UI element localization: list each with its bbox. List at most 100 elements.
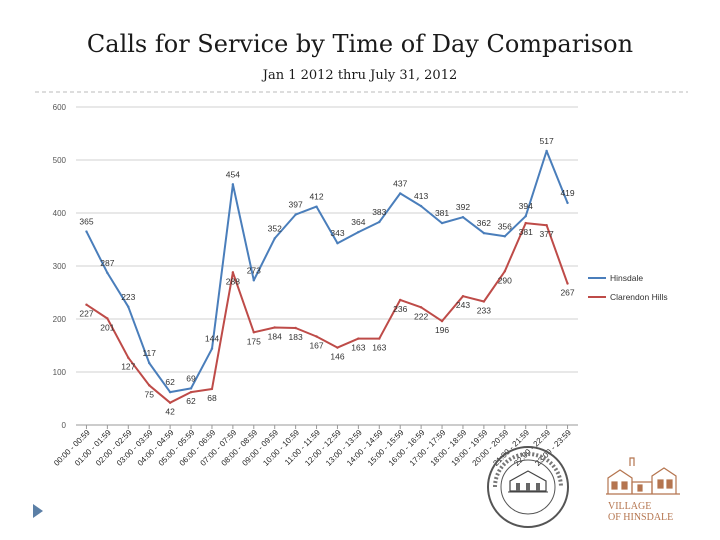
data-label: 394 — [519, 201, 533, 211]
y-tick-label: 600 — [53, 103, 67, 112]
data-label: 175 — [247, 336, 261, 346]
data-point — [378, 337, 381, 340]
data-label: 356 — [498, 221, 512, 231]
data-label: 290 — [498, 275, 512, 285]
data-point — [210, 387, 214, 391]
data-point — [252, 279, 255, 282]
data-point — [168, 390, 172, 394]
data-label: 392 — [456, 202, 470, 212]
data-point — [231, 271, 235, 274]
data-label: 223 — [121, 292, 135, 302]
data-point — [189, 390, 193, 394]
data-label: 352 — [268, 223, 282, 233]
data-point — [189, 387, 193, 390]
data-point — [336, 242, 339, 245]
data-label: 267 — [560, 287, 574, 297]
data-label: 62 — [165, 377, 175, 387]
legend-label: Clarendon Hills — [610, 292, 668, 302]
data-label: 381 — [435, 208, 449, 218]
data-label: 233 — [477, 306, 491, 316]
data-label: 75 — [144, 389, 154, 399]
data-point — [440, 221, 444, 225]
data-point — [294, 213, 297, 216]
y-tick-label: 400 — [53, 209, 67, 218]
data-labels: 365 287 223 117 62 69 144 454 273 352 397 412 343 364… — [79, 136, 575, 417]
data-point — [399, 298, 402, 302]
data-label: 68 — [207, 393, 217, 403]
clarendon-hills-seal — [487, 446, 569, 528]
hinsdale-logo-line-1: VILLAGE — [608, 501, 651, 512]
y-tick-label: 0 — [62, 421, 67, 430]
data-point — [148, 361, 151, 365]
y-tick-label: 300 — [53, 262, 67, 271]
data-label: 117 — [142, 348, 156, 358]
data-label: 377 — [540, 229, 554, 239]
data-point — [106, 271, 109, 275]
series-line-clarendon-hills — [85, 222, 569, 404]
data-label: 144 — [205, 334, 219, 344]
data-label: 62 — [186, 396, 196, 406]
data-point — [419, 204, 423, 208]
data-point — [315, 205, 318, 208]
data-point — [357, 337, 360, 340]
data-point — [357, 230, 360, 234]
data-point — [482, 300, 486, 303]
data-label: 184 — [268, 331, 282, 341]
data-label: 167 — [309, 340, 323, 350]
slide-bullet-icon — [33, 504, 43, 518]
data-label: 287 — [100, 258, 114, 268]
data-point — [461, 295, 465, 298]
data-label: 419 — [560, 188, 574, 198]
chart-grid — [76, 106, 578, 426]
data-label: 42 — [165, 407, 175, 417]
data-point — [503, 235, 506, 238]
data-point — [231, 183, 235, 186]
slide-subtitle: Jan 1 2012 thru July 31, 2012 — [262, 68, 458, 83]
data-point — [503, 270, 506, 273]
hinsdale-building-logo — [606, 457, 680, 495]
data-label: 365 — [79, 217, 93, 227]
data-label: 201 — [100, 322, 114, 332]
data-point — [461, 216, 465, 219]
data-point — [482, 231, 486, 235]
data-label: 273 — [247, 265, 261, 275]
data-point — [545, 149, 548, 153]
data-point — [210, 347, 214, 350]
chart-legend: Hinsdale Clarendon Hills — [588, 273, 668, 302]
data-point — [336, 346, 339, 349]
data-label: 196 — [435, 325, 449, 335]
data-point — [399, 192, 402, 195]
y-tick-label: 100 — [53, 368, 67, 377]
data-point — [378, 220, 381, 224]
data-label: 364 — [351, 217, 365, 227]
data-point — [273, 326, 276, 329]
y-axis: 0 100 200 300 400 500 600 — [53, 103, 67, 430]
data-point — [127, 305, 130, 309]
data-point — [252, 331, 255, 334]
chart-series — [85, 149, 569, 404]
data-point — [273, 237, 276, 240]
data-label: 381 — [519, 227, 533, 237]
data-point — [315, 335, 318, 338]
data-point — [524, 221, 527, 225]
data-label: 236 — [393, 304, 407, 314]
data-label: 437 — [393, 178, 407, 188]
series-line-hinsdale — [85, 150, 569, 394]
data-label: 343 — [330, 228, 344, 238]
hinsdale-logo-text: VILLAGE OF HINSDALE — [608, 501, 673, 523]
data-label: 454 — [226, 169, 240, 179]
data-label: 517 — [540, 136, 554, 146]
data-point — [85, 230, 88, 233]
data-label: 163 — [372, 343, 386, 353]
hinsdale-logo-line-2: OF HINSDALE — [608, 512, 673, 523]
y-tick-label: 500 — [53, 156, 67, 165]
data-label: 127 — [121, 362, 135, 372]
data-point — [440, 319, 444, 323]
data-label: 227 — [79, 309, 93, 319]
data-label: 397 — [289, 200, 303, 210]
data-point — [566, 201, 569, 205]
data-label: 288 — [226, 276, 240, 286]
data-label: 383 — [372, 207, 386, 217]
data-point — [566, 282, 569, 285]
